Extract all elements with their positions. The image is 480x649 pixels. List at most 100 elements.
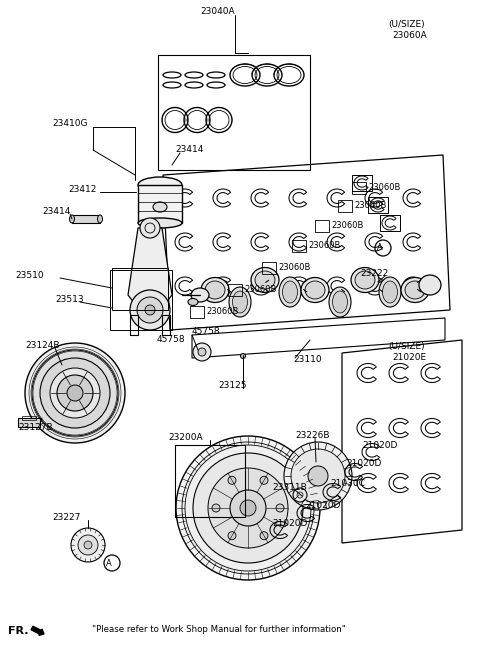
Bar [228, 284, 242, 296]
Text: 23060B: 23060B [368, 184, 400, 193]
Ellipse shape [305, 281, 325, 299]
Circle shape [67, 385, 83, 401]
Circle shape [84, 541, 92, 549]
Text: 23060B: 23060B [308, 241, 340, 251]
Text: 23060B: 23060B [354, 201, 386, 210]
Ellipse shape [401, 278, 429, 302]
Text: 23222: 23222 [360, 269, 388, 278]
Bar [72, 215, 100, 223]
Text: 23060B: 23060B [206, 308, 239, 317]
Circle shape [32, 350, 118, 436]
Circle shape [208, 468, 288, 548]
Text: 21020D: 21020D [362, 441, 397, 450]
Circle shape [40, 358, 110, 428]
Circle shape [260, 532, 268, 540]
Bar [130, 315, 138, 335]
Text: 23510: 23510 [15, 271, 44, 280]
Text: 23110: 23110 [293, 356, 322, 365]
Text: 23414: 23414 [175, 145, 204, 154]
FancyArrow shape [31, 626, 44, 635]
Text: 23412: 23412 [68, 186, 96, 195]
Circle shape [140, 218, 160, 238]
Ellipse shape [97, 215, 103, 223]
Ellipse shape [138, 177, 182, 193]
Text: 23227: 23227 [52, 513, 80, 522]
Circle shape [198, 348, 206, 356]
Text: A: A [106, 559, 112, 567]
Text: 23410G: 23410G [52, 119, 87, 129]
Ellipse shape [240, 354, 245, 358]
Ellipse shape [205, 281, 225, 299]
Text: 23060B: 23060B [278, 263, 311, 273]
Circle shape [228, 532, 236, 540]
Circle shape [130, 290, 170, 330]
Circle shape [293, 488, 307, 502]
Ellipse shape [229, 287, 251, 317]
Ellipse shape [153, 202, 167, 212]
Bar [162, 315, 170, 335]
Circle shape [308, 466, 328, 486]
Bar [352, 182, 366, 194]
Text: (U/SIZE): (U/SIZE) [388, 341, 425, 350]
Bar [315, 220, 329, 232]
Text: 21020E: 21020E [392, 352, 426, 361]
Circle shape [284, 442, 352, 510]
Bar [22, 416, 36, 420]
Circle shape [50, 368, 100, 418]
Text: A: A [377, 243, 383, 252]
Circle shape [260, 476, 268, 484]
Text: 21020D: 21020D [346, 459, 382, 469]
Text: 45758: 45758 [192, 328, 221, 336]
Circle shape [71, 528, 105, 562]
Text: 23060B: 23060B [331, 221, 363, 230]
Bar [18, 418, 40, 427]
Ellipse shape [138, 218, 182, 228]
Circle shape [291, 449, 345, 503]
Text: FR.: FR. [8, 626, 28, 636]
Text: 23040A: 23040A [200, 8, 235, 16]
Ellipse shape [191, 288, 209, 302]
Circle shape [230, 490, 266, 526]
Circle shape [228, 476, 236, 484]
Text: 21030C: 21030C [330, 480, 365, 489]
Circle shape [57, 375, 93, 411]
Circle shape [182, 442, 314, 574]
Text: 23513: 23513 [55, 295, 84, 304]
Ellipse shape [188, 299, 198, 306]
Text: "Please refer to Work Shop Manual for further information": "Please refer to Work Shop Manual for fu… [92, 626, 346, 635]
Text: 21020D: 21020D [305, 500, 340, 509]
Ellipse shape [70, 215, 74, 223]
Circle shape [176, 436, 320, 580]
Text: 23127B: 23127B [18, 422, 53, 432]
Bar [380, 215, 400, 231]
Ellipse shape [329, 287, 351, 317]
Text: 23060B: 23060B [244, 286, 276, 295]
Ellipse shape [351, 267, 379, 293]
Ellipse shape [419, 275, 441, 295]
Text: 45758: 45758 [157, 336, 186, 345]
Text: 21020D: 21020D [272, 519, 307, 528]
Ellipse shape [379, 277, 401, 307]
Circle shape [193, 343, 211, 361]
Ellipse shape [355, 271, 375, 289]
Text: 23414: 23414 [42, 208, 71, 217]
Circle shape [185, 445, 311, 571]
Circle shape [193, 453, 303, 563]
Bar [368, 197, 388, 213]
Ellipse shape [232, 291, 248, 313]
Circle shape [137, 297, 163, 323]
Text: 23311B: 23311B [272, 484, 307, 493]
Bar [175, 445, 245, 517]
Ellipse shape [251, 267, 279, 293]
Ellipse shape [283, 281, 298, 303]
Bar [262, 262, 276, 274]
Circle shape [212, 504, 220, 512]
Bar [338, 200, 352, 212]
Circle shape [145, 305, 155, 315]
Text: 23125: 23125 [218, 380, 247, 389]
Ellipse shape [333, 291, 348, 313]
Circle shape [240, 500, 256, 516]
Ellipse shape [383, 281, 397, 303]
Ellipse shape [405, 281, 425, 299]
Text: (U/SIZE): (U/SIZE) [388, 19, 425, 29]
